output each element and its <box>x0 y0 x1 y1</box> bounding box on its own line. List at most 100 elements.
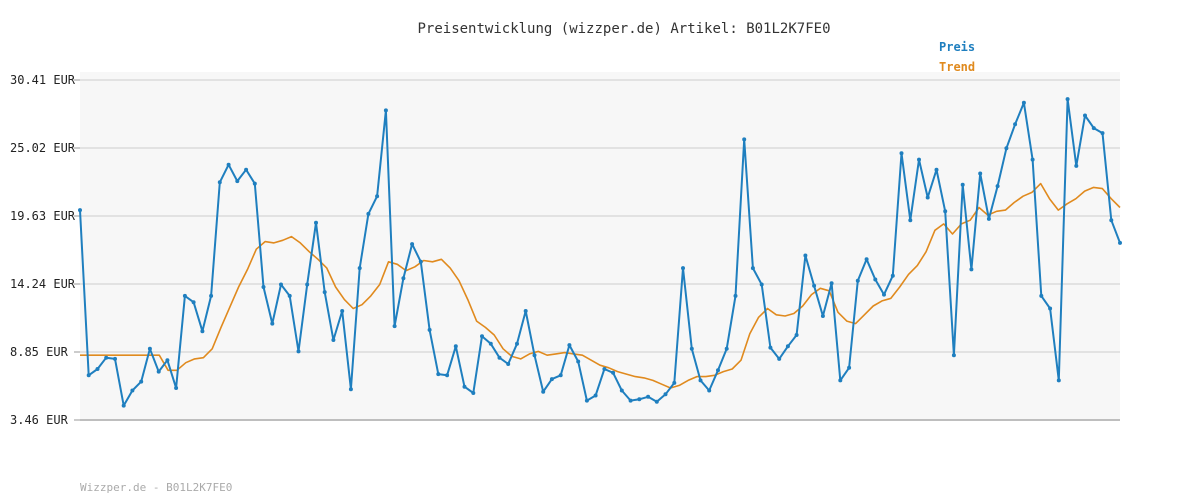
data-point <box>925 195 930 200</box>
chart-footer: Wizzper.de - B01L2K7FE0 <box>80 481 232 494</box>
data-point <box>314 220 318 225</box>
data-point <box>130 388 135 393</box>
data-point <box>611 370 616 375</box>
data-point <box>716 368 720 373</box>
chart-title: Preisentwicklung (wizzper.de) Artikel: B… <box>417 21 830 37</box>
data-point <box>646 394 651 399</box>
data-point <box>401 276 406 281</box>
data-point <box>750 266 755 271</box>
data-point <box>322 290 327 295</box>
data-point <box>864 257 869 262</box>
data-point <box>95 367 100 371</box>
data-point <box>182 293 187 298</box>
data-point <box>226 162 231 167</box>
data-point <box>960 182 965 187</box>
data-point <box>567 343 572 348</box>
data-point <box>445 373 450 378</box>
data-point <box>742 137 747 142</box>
data-point <box>357 266 362 271</box>
data-point <box>462 384 467 389</box>
data-point <box>602 367 607 371</box>
data-point <box>698 378 703 383</box>
data-point <box>584 398 589 403</box>
gridlines <box>80 79 1120 421</box>
data-point <box>943 209 948 214</box>
data-point <box>803 253 808 258</box>
data-point <box>305 282 310 287</box>
data-point <box>689 346 694 351</box>
data-point <box>724 346 729 351</box>
y-tick-label-0: 30.41 EUR <box>10 73 76 87</box>
data-point <box>1030 157 1035 162</box>
data-point <box>794 333 799 337</box>
data-point <box>252 181 257 186</box>
data-point <box>820 314 825 318</box>
data-point <box>217 180 222 185</box>
data-point <box>375 194 380 199</box>
data-point <box>733 293 738 298</box>
data-point <box>78 208 82 213</box>
data-point <box>488 341 493 346</box>
data-point <box>1091 126 1096 131</box>
data-point <box>279 282 283 287</box>
data-point <box>847 365 852 370</box>
data-point <box>515 341 519 346</box>
data-point <box>829 281 834 286</box>
data-point <box>287 293 292 298</box>
data-point <box>165 358 170 363</box>
data-point <box>244 167 249 172</box>
data-point <box>576 359 581 364</box>
data-point <box>147 346 152 351</box>
data-point <box>348 387 353 392</box>
data-point <box>1083 113 1087 118</box>
data-point <box>104 355 109 360</box>
data-point <box>890 273 895 278</box>
data-point <box>1048 306 1053 311</box>
data-point <box>672 380 677 385</box>
legend-trend: Trend <box>939 60 975 74</box>
data-point <box>637 397 642 402</box>
data-point <box>1021 100 1026 105</box>
data-point <box>759 282 764 287</box>
data-point <box>392 324 397 329</box>
data-point <box>619 388 624 393</box>
data-point <box>174 386 179 390</box>
data-point <box>1039 293 1044 298</box>
data-point <box>86 373 91 378</box>
data-point <box>340 309 345 313</box>
plot-area <box>80 72 1120 420</box>
data-point <box>209 293 214 298</box>
data-point <box>331 338 336 342</box>
data-point <box>934 167 939 172</box>
data-point <box>156 369 161 374</box>
data-point <box>1013 122 1018 127</box>
data-point <box>899 151 904 156</box>
series-layer <box>78 97 1122 408</box>
data-point <box>1056 378 1061 383</box>
data-point <box>270 321 275 326</box>
y-tick-label-3: 14.24 EUR <box>10 277 76 291</box>
data-point <box>453 344 458 349</box>
y-tick-label-4: 8.85 EUR <box>10 345 69 359</box>
data-point <box>663 392 668 397</box>
data-point <box>366 211 371 216</box>
data-point <box>1074 163 1079 168</box>
data-point <box>1109 218 1114 223</box>
data-point <box>139 379 144 384</box>
data-point <box>785 344 790 349</box>
data-point <box>471 391 476 395</box>
data-point <box>506 362 511 366</box>
data-point <box>1118 240 1122 245</box>
data-point <box>917 157 921 162</box>
y-tick-label-1: 25.02 EUR <box>10 141 76 155</box>
data-point <box>383 108 388 113</box>
data-point <box>838 378 843 383</box>
data-point <box>855 278 860 283</box>
data-point <box>707 388 712 393</box>
data-point <box>1004 146 1009 151</box>
data-point <box>681 266 685 271</box>
data-point <box>986 216 991 221</box>
data-point <box>978 171 983 176</box>
series-preis <box>78 97 1122 408</box>
